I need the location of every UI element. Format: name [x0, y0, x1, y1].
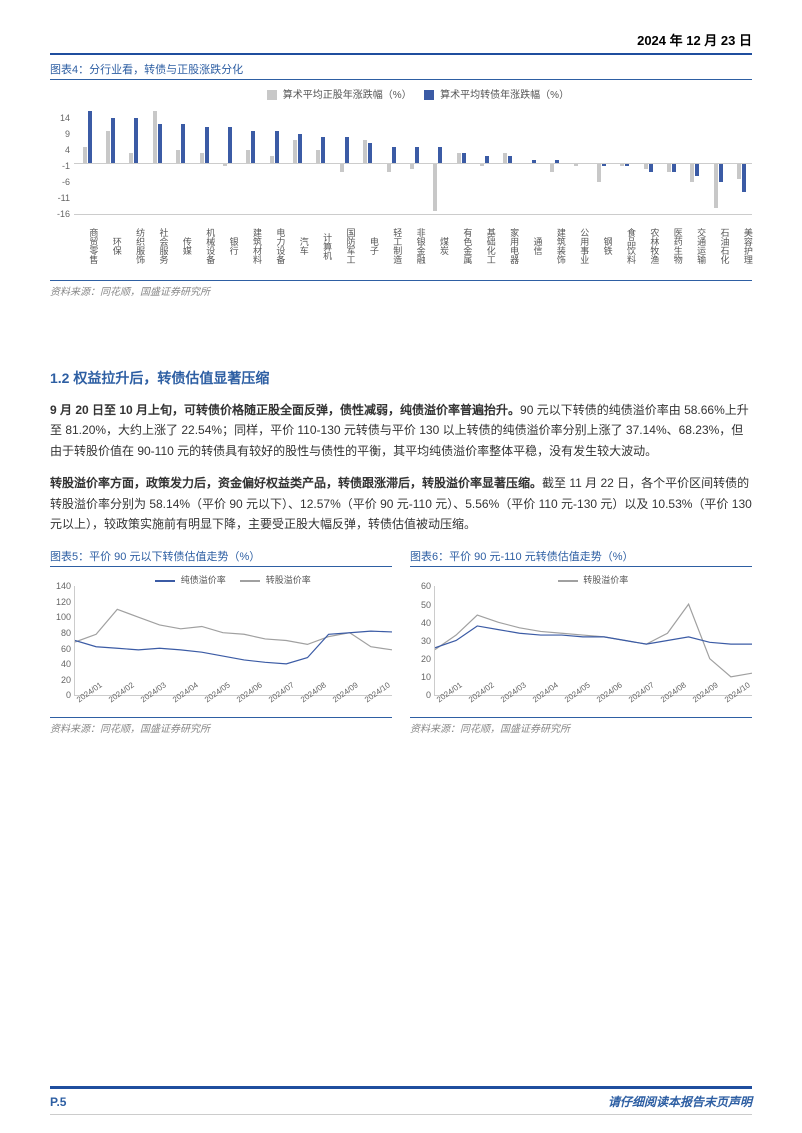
figure-6-lines — [435, 586, 752, 695]
legend-cb-label: 算术平均转债年涨跌幅（%） — [440, 90, 569, 101]
dual-charts: 图表5：平价 90 元以下转债估值走势（%） 纯债溢价率 转股溢价率 02040… — [50, 548, 752, 735]
bar-x-axis: 商贸零售环保纺织服饰社会服务传媒机械设备银行建筑材料电力设备汽车计算机国防军工电… — [74, 216, 752, 276]
para1-bold: 9 月 20 日至 10 月上旬，可转债价格随正股全面反弹，债性减弱，纯债溢价率… — [50, 403, 520, 417]
figure-4: 图表4：分行业看，转债与正股涨跌分化 算术平均正股年涨跌幅（%） 算术平均转债年… — [50, 61, 752, 298]
figure-6-source: 资料来源：同花顺，国盛证券研究所 — [410, 717, 752, 735]
figure-5-plot-area: 020406080100120140 2024/012024/022024/03… — [74, 586, 392, 696]
section-heading: 1.2 权益拉升后，转债估值显著压缩 — [50, 368, 752, 388]
paragraph-1: 9 月 20 日至 10 月上旬，可转债价格随正股全面反弹，债性减弱，纯债溢价率… — [50, 400, 752, 461]
figure-5-source: 资料来源：同花顺，国盛证券研究所 — [50, 717, 392, 735]
figure-6-y-axis: 0102030405060 — [411, 586, 433, 695]
legend-stock-label: 算术平均正股年涨跌幅（%） — [283, 90, 412, 101]
figure-5-lines — [75, 586, 392, 695]
figure-4-chart: 算术平均正股年涨跌幅（%） 算术平均转债年涨跌幅（%） -16-11-6-149… — [50, 86, 752, 276]
figure-5-x-axis: 2024/012024/022024/032024/042024/052024/… — [75, 697, 392, 719]
figure-5: 图表5：平价 90 元以下转债估值走势（%） 纯债溢价率 转股溢价率 02040… — [50, 548, 392, 735]
page-date: 2024 年 12 月 23 日 — [50, 30, 752, 55]
legend-swatch-conv6-icon — [558, 580, 578, 582]
figure-5-legend: 纯债溢价率 转股溢价率 — [74, 573, 392, 586]
figure-4-title: 图表4：分行业看，转债与正股涨跌分化 — [50, 61, 752, 80]
figure-4-legend: 算术平均正股年涨跌幅（%） 算术平均转债年涨跌幅（%） — [74, 86, 752, 101]
figure-5-legend-conv: 转股溢价率 — [266, 575, 311, 585]
legend-swatch-conv-icon — [240, 580, 260, 582]
bar-plot-area: -16-11-6-14914 商贸零售环保纺织服饰社会服务传媒机械设备银行建筑材… — [74, 105, 752, 215]
figure-6: 图表6：平价 90 元-110 元转债估值走势（%） 转股溢价率 0102030… — [410, 548, 752, 735]
figure-6-chart: 转股溢价率 0102030405060 2024/012024/022024/0… — [410, 573, 752, 713]
figure-6-plot-area: 0102030405060 2024/012024/022024/032024/… — [434, 586, 752, 696]
bars-row — [74, 105, 752, 214]
legend-swatch-cb — [424, 90, 434, 100]
page-number: P.5 — [50, 1095, 66, 1109]
figure-5-legend-bond: 纯债溢价率 — [181, 575, 226, 585]
figure-6-title: 图表6：平价 90 元-110 元转债估值走势（%） — [410, 548, 752, 567]
figure-6-legend: 转股溢价率 — [434, 573, 752, 586]
footer-note: 请仔细阅读本报告末页声明 — [608, 1093, 752, 1110]
figure-5-title: 图表5：平价 90 元以下转债估值走势（%） — [50, 548, 392, 567]
figure-5-y-axis: 020406080100120140 — [51, 586, 73, 695]
figure-6-x-axis: 2024/012024/022024/032024/042024/052024/… — [435, 697, 752, 719]
figure-5-chart: 纯债溢价率 转股溢价率 020406080100120140 2024/0120… — [50, 573, 392, 713]
page-footer: P.5 请仔细阅读本报告末页声明 — [50, 1086, 752, 1115]
bar-y-axis: -16-11-6-14914 — [50, 105, 72, 214]
figure-6-legend-conv: 转股溢价率 — [583, 575, 628, 585]
figure-4-source: 资料来源：同花顺，国盛证券研究所 — [50, 280, 752, 298]
legend-swatch-bond-icon — [155, 580, 175, 582]
paragraph-2: 转股溢价率方面，政策发力后，资金偏好权益类产品，转债跟涨滞后，转股溢价率显著压缩… — [50, 473, 752, 534]
para2-bold: 转股溢价率方面，政策发力后，资金偏好权益类产品，转债跟涨滞后，转股溢价率显著压缩… — [50, 476, 542, 490]
legend-swatch-stock — [267, 90, 277, 100]
